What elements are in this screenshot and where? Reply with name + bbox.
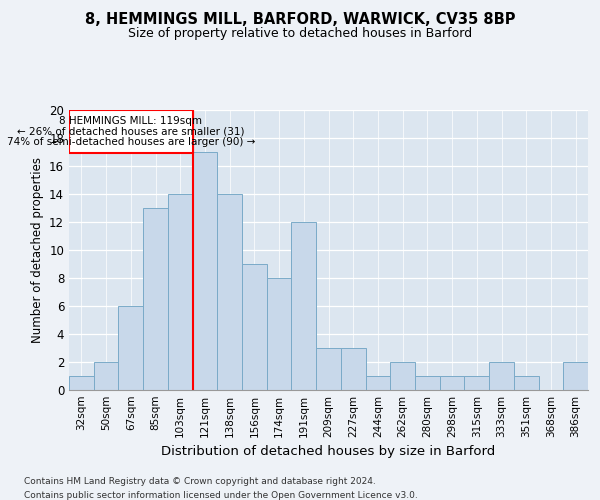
Bar (94, 362, 118, 390)
X-axis label: Distribution of detached houses by size in Barford: Distribution of detached houses by size … (161, 446, 496, 458)
Text: ← 26% of detached houses are smaller (31): ← 26% of detached houses are smaller (31… (17, 126, 245, 136)
Bar (390, 362, 415, 390)
Bar (217, 194, 242, 390)
Bar (292, 222, 316, 390)
Bar (341, 348, 365, 390)
Bar (365, 376, 390, 390)
Text: Size of property relative to detached houses in Barford: Size of property relative to detached ho… (128, 28, 472, 40)
Bar (168, 194, 193, 390)
FancyBboxPatch shape (69, 110, 193, 154)
Y-axis label: Number of detached properties: Number of detached properties (31, 157, 44, 343)
Text: 8 HEMMINGS MILL: 119sqm: 8 HEMMINGS MILL: 119sqm (59, 116, 202, 126)
Bar (514, 376, 539, 390)
Text: 8, HEMMINGS MILL, BARFORD, WARWICK, CV35 8BP: 8, HEMMINGS MILL, BARFORD, WARWICK, CV35… (85, 12, 515, 28)
Bar (316, 348, 341, 390)
Bar (267, 278, 292, 390)
Text: 74% of semi-detached houses are larger (90) →: 74% of semi-detached houses are larger (… (7, 137, 255, 147)
Bar (69, 376, 94, 390)
Bar (440, 376, 464, 390)
Bar (563, 362, 588, 390)
Bar (415, 376, 440, 390)
Bar (193, 152, 217, 390)
Bar (489, 362, 514, 390)
Bar (242, 264, 267, 390)
Bar (464, 376, 489, 390)
Bar (118, 306, 143, 390)
Text: Contains HM Land Registry data © Crown copyright and database right 2024.: Contains HM Land Registry data © Crown c… (24, 478, 376, 486)
Bar (143, 208, 168, 390)
Text: Contains public sector information licensed under the Open Government Licence v3: Contains public sector information licen… (24, 491, 418, 500)
